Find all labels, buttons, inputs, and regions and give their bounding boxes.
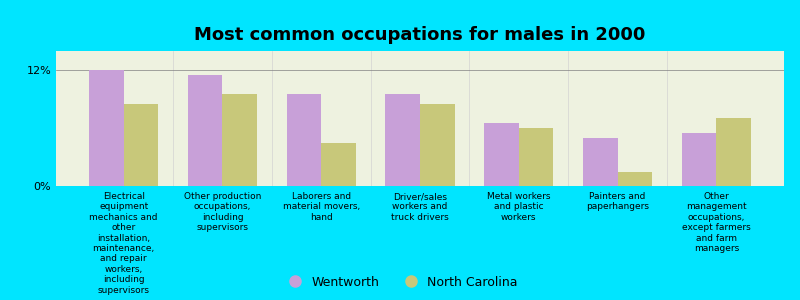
- Bar: [518, 128, 554, 186]
- Bar: [583, 138, 618, 186]
- Bar: [716, 118, 751, 186]
- Bar: [124, 104, 158, 186]
- Bar: [322, 142, 356, 186]
- Bar: [386, 94, 420, 186]
- Bar: [420, 104, 454, 186]
- Bar: [89, 70, 124, 186]
- Bar: [618, 172, 652, 186]
- Text: Metal workers
and plastic
workers: Metal workers and plastic workers: [487, 192, 550, 222]
- Legend: Wentworth, North Carolina: Wentworth, North Carolina: [278, 271, 522, 294]
- Text: Other
management
occupations,
except farmers
and farm
managers: Other management occupations, except far…: [682, 192, 750, 253]
- Bar: [682, 133, 716, 186]
- Text: Laborers and
material movers,
hand: Laborers and material movers, hand: [282, 192, 360, 222]
- Text: Electrical
equipment
mechanics and
other
installation,
maintenance,
and repair
w: Electrical equipment mechanics and other…: [90, 192, 158, 295]
- Title: Most common occupations for males in 2000: Most common occupations for males in 200…: [194, 26, 646, 44]
- Bar: [222, 94, 257, 186]
- Bar: [188, 75, 222, 186]
- Bar: [484, 123, 518, 186]
- Text: Driver/sales
workers and
truck drivers: Driver/sales workers and truck drivers: [391, 192, 449, 222]
- Text: Painters and
paperhangers: Painters and paperhangers: [586, 192, 649, 212]
- Bar: [286, 94, 322, 186]
- Text: Other production
occupations,
including
supervisors: Other production occupations, including …: [184, 192, 261, 232]
